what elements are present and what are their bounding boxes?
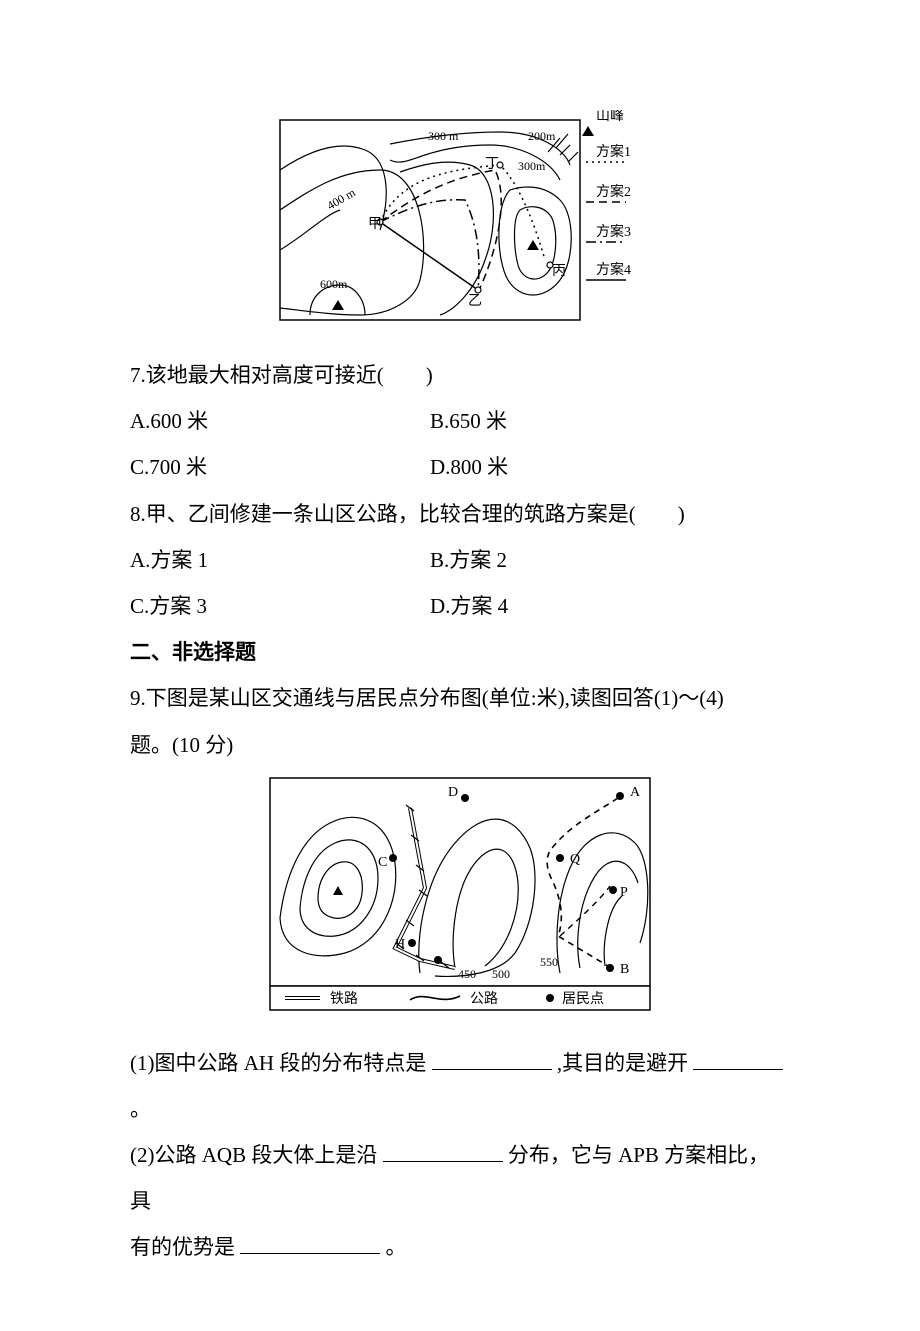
- svg-text:C: C: [378, 855, 387, 870]
- q9-intro-2: 题。(10 分): [130, 722, 790, 768]
- q8-opt-c: C.方案 3: [130, 583, 430, 629]
- svg-text:B: B: [620, 962, 629, 977]
- q7-opt-a: A.600 米: [130, 398, 430, 444]
- q9-sub2-d: 。: [386, 1235, 407, 1259]
- svg-text:H: H: [395, 937, 405, 952]
- figure-1: 300 m200m300m400 m600m丁甲乙丙山峰方案1方案2方案3方案4: [130, 110, 790, 334]
- svg-text:550: 550: [540, 955, 558, 969]
- q7-row2: C.700 米 D.800 米: [130, 444, 790, 490]
- q8-stem: 8.甲、乙间修建一条山区公路，比较合理的筑路方案是( ): [130, 491, 790, 537]
- svg-text:Q: Q: [570, 852, 580, 867]
- svg-text:300 m: 300 m: [428, 129, 459, 143]
- figure-2: D A C H Q P B 450 500 550 铁路 公路 居民点: [130, 768, 790, 1022]
- q8-row1: A.方案 1 B.方案 2: [130, 537, 790, 583]
- q9-sub1-a: (1)图中公路 AH 段的分布特点是: [130, 1051, 426, 1075]
- svg-text:山峰: 山峰: [596, 110, 624, 124]
- svg-text:居民点: 居民点: [562, 991, 604, 1007]
- svg-text:方案3: 方案3: [596, 223, 631, 240]
- svg-text:A: A: [630, 785, 641, 800]
- q8-opt-b: B.方案 2: [430, 537, 790, 583]
- q9-sub2-c: 有的优势是: [130, 1235, 235, 1259]
- q7-opt-c: C.700 米: [130, 444, 430, 490]
- svg-text:600m: 600m: [320, 277, 348, 291]
- q9-sub1: (1)图中公路 AH 段的分布特点是 ,其目的是避开 。: [130, 1040, 790, 1132]
- svg-text:铁路: 铁路: [330, 991, 358, 1007]
- svg-text:丁: 丁: [485, 157, 499, 172]
- svg-text:乙: 乙: [468, 293, 482, 309]
- q9-sub2-blank2[interactable]: [240, 1230, 380, 1254]
- q8-opt-d: D.方案 4: [430, 583, 790, 629]
- svg-text:D: D: [448, 785, 458, 800]
- q9-sub2-line2: 有的优势是 。: [130, 1224, 790, 1270]
- svg-text:200m: 200m: [528, 129, 556, 143]
- q7-opt-b: B.650 米: [430, 398, 790, 444]
- section-2-header: 二、非选择题: [130, 629, 790, 675]
- q8-row2: C.方案 3 D.方案 4: [130, 583, 790, 629]
- q9-sub2-a: (2)公路 AQB 段大体上是沿: [130, 1143, 377, 1167]
- q9-intro-1: 9.下图是某山区交通线与居民点分布图(单位:米),读图回答(1)～(4): [130, 675, 790, 721]
- q9-sub2-blank1[interactable]: [383, 1138, 503, 1162]
- contour-map-2: D A C H Q P B 450 500 550 铁路 公路 居民点: [260, 768, 660, 1018]
- svg-text:丙: 丙: [552, 264, 566, 279]
- svg-text:公路: 公路: [470, 991, 498, 1007]
- svg-text:方案4: 方案4: [596, 261, 631, 278]
- q9-sub1-b: ,其目的是避开: [557, 1051, 688, 1075]
- q9-sub1-c: 。: [130, 1097, 151, 1121]
- svg-text:P: P: [620, 885, 628, 900]
- q8-opt-a: A.方案 1: [130, 537, 430, 583]
- svg-text:450: 450: [458, 967, 476, 981]
- contour-map-1: 300 m200m300m400 m600m丁甲乙丙山峰方案1方案2方案3方案4: [270, 110, 650, 330]
- q9-sub1-blank2[interactable]: [693, 1046, 783, 1070]
- q9-sub2-line1: (2)公路 AQB 段大体上是沿 分布，它与 APB 方案相比，具: [130, 1132, 790, 1224]
- svg-text:500: 500: [492, 967, 510, 981]
- svg-text:方案1: 方案1: [596, 143, 631, 160]
- svg-text:甲: 甲: [368, 217, 382, 232]
- q7-opt-d: D.800 米: [430, 444, 790, 490]
- q7-row1: A.600 米 B.650 米: [130, 398, 790, 444]
- svg-text:300m: 300m: [518, 159, 546, 173]
- svg-text:方案2: 方案2: [596, 183, 631, 200]
- q9-sub1-blank1[interactable]: [432, 1046, 552, 1070]
- q7-stem: 7.该地最大相对高度可接近( ): [130, 352, 790, 398]
